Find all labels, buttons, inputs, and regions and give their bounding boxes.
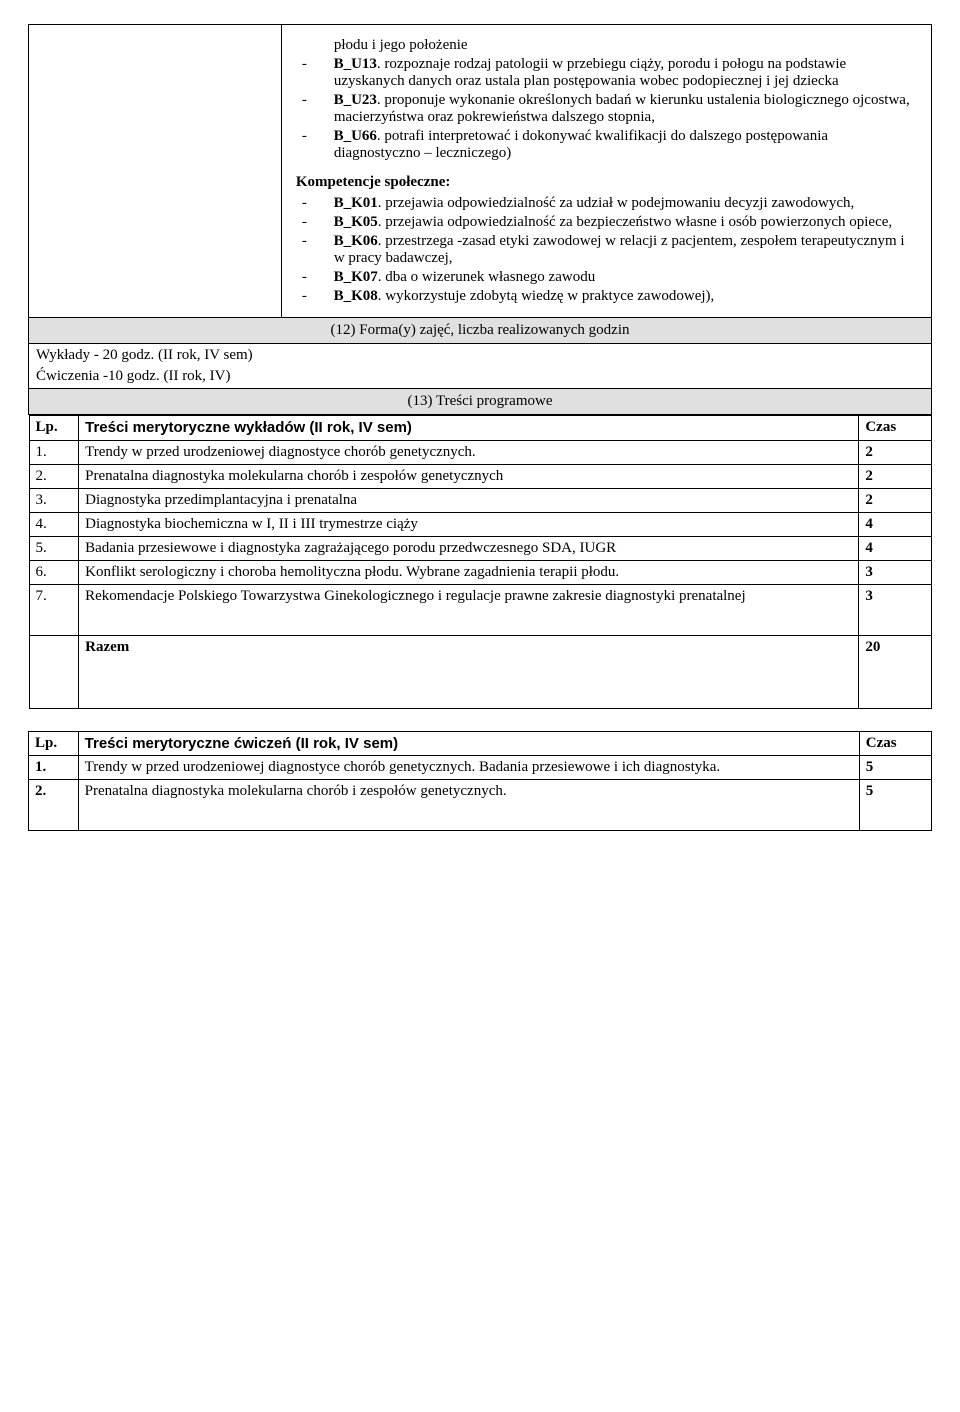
section-13-header: (13) Treści programowe (29, 389, 932, 415)
table-row: 3.Diagnostyka przedimplantacyjna i prena… (29, 489, 931, 513)
table-row: 2.Prenatalna diagnostyka molekularna cho… (29, 465, 931, 489)
sec12-line1: Wykłady - 20 godz. (II rok, IV sem) (30, 345, 930, 366)
section-12-body: Wykłady - 20 godz. (II rok, IV sem) Ćwic… (29, 344, 932, 389)
table-row: 4.Diagnostyka biochemiczna w I, II i III… (29, 513, 931, 537)
code: B_K06 (334, 233, 378, 249)
bullet-item: - B_K05. przejawia odpowiedzialność za b… (334, 214, 917, 231)
bullet-item: - B_U13. rozpoznaje rodzaj patologii w p… (334, 56, 917, 90)
bullet-item: - B_K06. przestrzega -zasad etyki zawodo… (334, 233, 917, 267)
bullet-text: . dba o wizerunek własnego zawodu (378, 269, 595, 285)
kompetencje-heading: Kompetencje społeczne: (296, 174, 917, 191)
bullet-item: - B_K08. wykorzystuje zdobytą wiedzę w p… (334, 288, 917, 305)
bullet-item: - B_K01. przejawia odpowiedzialność za u… (334, 195, 917, 212)
intro-text: płodu i jego położenie (334, 37, 917, 54)
col-czas: Czas (859, 732, 931, 756)
col-topic: Treści merytoryczne ćwiczeń (II rok, IV … (78, 732, 859, 756)
table-row: 7.Rekomendacje Polskiego Towarzystwa Gin… (29, 585, 931, 636)
col-lp: Lp. (29, 732, 79, 756)
code: B_U13 (334, 56, 377, 72)
code: B_K07 (334, 269, 378, 285)
bullet-text: . przejawia odpowiedzialność za bezpiecz… (378, 214, 892, 230)
code: B_K05 (334, 214, 378, 230)
top-left-cell (29, 25, 282, 318)
bullet-item: - B_U23. proponuje wykonanie określonych… (334, 92, 917, 126)
bullet-text: . przejawia odpowiedzialność za udział w… (378, 195, 855, 211)
exercises-table: Lp. Treści merytoryczne ćwiczeń (II rok,… (28, 731, 932, 831)
top-content-cell: płodu i jego położenie - B_U13. rozpozna… (281, 25, 931, 318)
table-row: 1.Trendy w przed urodzeniowej diagnostyc… (29, 756, 932, 780)
col-lp: Lp. (29, 416, 79, 441)
document-table: płodu i jego położenie - B_U13. rozpozna… (28, 24, 932, 709)
code: B_K01 (334, 195, 378, 211)
section-12-header: (12) Forma(y) zajęć, liczba realizowanyc… (29, 318, 932, 344)
sec12-line2: Ćwiczenia -10 godz. (II rok, IV) (30, 366, 930, 387)
bullet-text: . proponuje wykonanie określonych badań … (334, 92, 910, 125)
table-row: 6.Konflikt serologiczny i choroba hemoli… (29, 561, 931, 585)
table-total-row: Razem 20 (29, 636, 931, 709)
bullet-text: . potrafi interpretować i dokonywać kwal… (334, 128, 828, 161)
table-row: 1.Trendy w przed urodzeniowej diagnostyc… (29, 441, 931, 465)
bullet-item: - B_U66. potrafi interpretować i dokonyw… (334, 128, 917, 162)
table-row: 2.Prenatalna diagnostyka molekularna cho… (29, 780, 932, 831)
code: B_K08 (334, 288, 378, 304)
code: B_U66 (334, 128, 377, 144)
lectures-table: Lp. Treści merytoryczne wykładów (II rok… (29, 415, 932, 709)
code: B_U23 (334, 92, 377, 108)
col-czas: Czas (859, 416, 931, 441)
bullet-text: . wykorzystuje zdobytą wiedzę w praktyce… (378, 288, 715, 304)
bullet-text: . rozpoznaje rodzaj patologii w przebieg… (334, 56, 846, 89)
bullet-item: - B_K07. dba o wizerunek własnego zawodu (334, 269, 917, 286)
col-topic: Treści merytoryczne wykładów (II rok, IV… (79, 416, 859, 441)
table-row: 5.Badania przesiewowe i diagnostyka zagr… (29, 537, 931, 561)
bullet-text: . przestrzega -zasad etyki zawodowej w r… (334, 233, 905, 266)
